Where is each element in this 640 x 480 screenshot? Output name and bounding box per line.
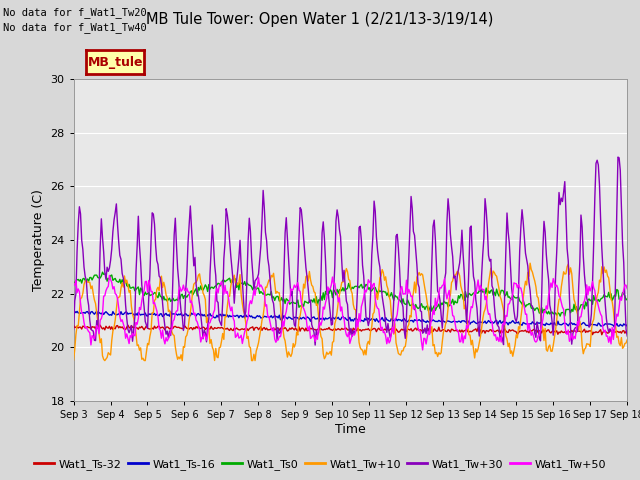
- Text: No data for f_Wat1_Tw40: No data for f_Wat1_Tw40: [3, 22, 147, 33]
- X-axis label: Time: Time: [335, 422, 366, 436]
- Y-axis label: Temperature (C): Temperature (C): [32, 189, 45, 291]
- Legend: Wat1_Ts-32, Wat1_Ts-16, Wat1_Ts0, Wat1_Tw+10, Wat1_Tw+30, Wat1_Tw+50: Wat1_Ts-32, Wat1_Ts-16, Wat1_Ts0, Wat1_T…: [29, 455, 611, 474]
- Text: No data for f_Wat1_Tw20: No data for f_Wat1_Tw20: [3, 7, 147, 18]
- Text: MB Tule Tower: Open Water 1 (2/21/13-3/19/14): MB Tule Tower: Open Water 1 (2/21/13-3/1…: [147, 12, 493, 27]
- Text: MB_tule: MB_tule: [88, 56, 143, 69]
